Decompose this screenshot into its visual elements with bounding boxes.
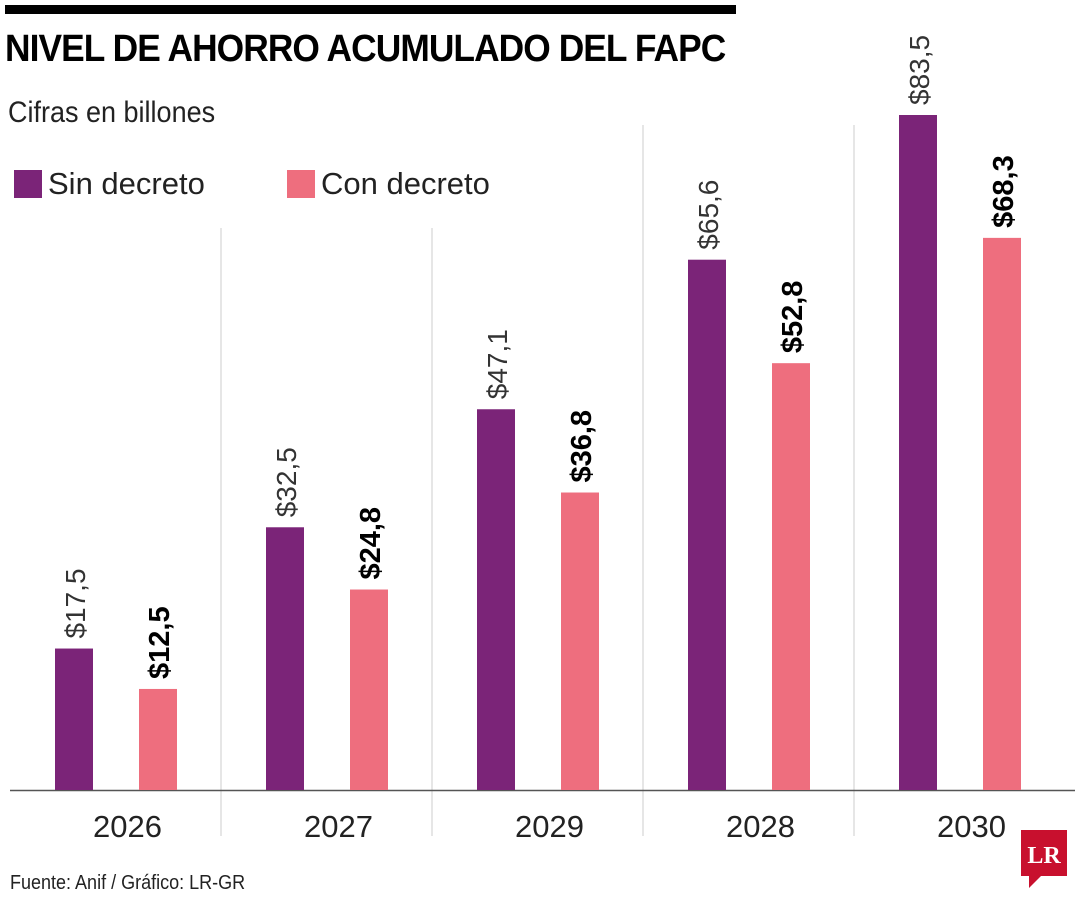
top-rule — [5, 5, 736, 14]
source-note: Fuente: Anif / Gráfico: LR-GR — [10, 872, 246, 894]
x-tick-label: 2027 — [304, 809, 373, 844]
chart-title: NIVEL DE AHORRO ACUMULADO DEL FAPC — [5, 28, 726, 70]
data-label: $83,5 — [904, 35, 935, 105]
data-label: $36,8 — [566, 410, 598, 483]
bar-sin-decreto — [688, 259, 726, 791]
bar-con-decreto — [772, 363, 810, 790]
bar-con-decreto — [983, 237, 1021, 790]
legend-swatch — [14, 170, 42, 198]
bar-con-decreto — [139, 688, 177, 790]
legend-item-con-decreto: Con decreto — [287, 166, 490, 202]
legend-item-sin-decreto: Sin decreto — [14, 166, 205, 202]
legend-label: Con decreto — [321, 166, 490, 201]
chart-subtitle: Cifras en billones — [8, 96, 216, 129]
bar-con-decreto — [350, 589, 388, 790]
data-label: $52,8 — [777, 281, 809, 354]
legend-label: Sin decreto — [48, 166, 205, 201]
bar-sin-decreto — [899, 115, 937, 790]
data-label: $12,5 — [144, 606, 176, 679]
data-label: $17,5 — [60, 568, 91, 638]
svg-text:LR: LR — [1027, 843, 1061, 869]
data-label: $24,8 — [355, 507, 387, 580]
lr-logo: LR — [1021, 830, 1067, 888]
x-tick-label: 2026 — [93, 809, 162, 844]
data-label: $47,1 — [482, 329, 513, 399]
bar-sin-decreto — [477, 409, 515, 790]
bar-sin-decreto — [55, 648, 93, 790]
x-tick-label: 2030 — [937, 809, 1006, 844]
bar-sin-decreto — [266, 527, 304, 790]
data-label: $65,6 — [693, 180, 724, 250]
bar-con-decreto — [561, 492, 599, 790]
x-tick-label: 2029 — [515, 809, 584, 844]
data-label: $32,5 — [271, 447, 302, 517]
legend-swatch — [287, 170, 315, 198]
data-label: $68,3 — [988, 155, 1020, 228]
x-tick-label: 2028 — [726, 809, 795, 844]
